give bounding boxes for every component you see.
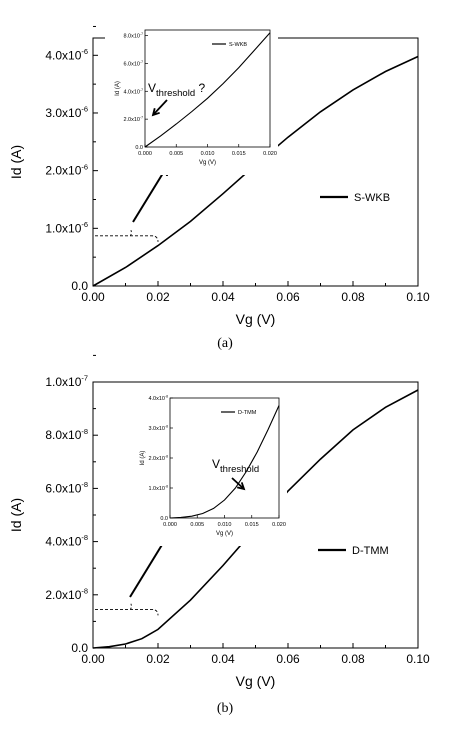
panel-a-inset-series-line	[144, 32, 271, 148]
panel-b-x-tick-label: 0.04	[211, 652, 235, 666]
panel-a-inset-y-tick-label: 8.0x10-7	[123, 32, 143, 39]
panel-b-y-tick-label: 6.0x10-8	[45, 480, 88, 495]
panel-b-inset-x-axis-label: Vg (V)	[216, 531, 233, 537]
panel-a-y-tick-label: 1.0x10-6	[45, 220, 88, 235]
panel-a-inset-legend-label: S-WKB	[229, 42, 247, 48]
panel-b-caption: (b)	[217, 701, 234, 716]
panel-b-inset-series-line	[169, 405, 280, 519]
panel-b-inset-y-tick-label: 1.0x10-8	[148, 485, 168, 492]
panel-b-inset-y-tick-label: 3.0x10-8	[148, 425, 168, 432]
panel-a-inset-y-tick-label: 0.0	[135, 145, 143, 151]
panel-a-bracket	[95, 235, 159, 242]
panel-b-inset-background	[130, 392, 287, 546]
panel-a-inset-x-tick-label: 0.005	[169, 151, 183, 157]
panel-b-inset-x-tick-label: 0.015	[245, 522, 259, 528]
panel-b-y-tick-label: 1.0x10-7	[45, 374, 88, 389]
panel-b-legend-label: D-TMM	[352, 545, 389, 557]
panel-a-inset-y-axis-label: Id (A)	[115, 81, 121, 96]
panel-b-inset-x-tick-label: 0.020	[272, 522, 286, 528]
panel-b-x-tick-label: 0.10	[406, 652, 430, 666]
panel-a-inset-y-tick-label: 4.0x10-7	[123, 88, 143, 95]
panel-a-y-axis-label: Id (A)	[8, 145, 24, 179]
panel-b-inset-y-tick-label: 4.0x10-8	[148, 395, 168, 402]
panel-a-legend-label: S-WKB	[354, 192, 390, 204]
panel-b-inset-x-tick-label: 0.010	[218, 522, 232, 528]
panel-b-inset-vthreshold-arrowhead	[236, 482, 246, 491]
panel-b-y-tick-label: 2.0x10-8	[45, 586, 88, 601]
panel-b-inset-y-tick-label: 0.0	[160, 516, 168, 522]
panel-a-x-tick-label: 0.04	[211, 290, 235, 304]
panel-b-bracket-tip	[129, 602, 132, 610]
panel-a-x-tick-label: 0.08	[341, 290, 365, 304]
panel-a-inset-y-tick-label: 6.0x10-7	[123, 60, 143, 67]
panel-b-x-tick-label: 0.06	[276, 652, 300, 666]
panel-a-x-tick-label: 0.02	[146, 290, 170, 304]
panel-a-caption: (a)	[217, 336, 233, 351]
panel-b-inset-vthreshold-annotation: Vthreshold	[212, 457, 259, 475]
panel-b-y-tick-label: 8.0x10-8	[45, 427, 88, 442]
panel-b-inset-y-axis-label: Id (A)	[140, 451, 146, 466]
panel-a-inset-x-axis-label: Vg (V)	[199, 160, 216, 166]
panel-a-inset-x-tick-label: 0.020	[263, 151, 277, 157]
panel-b-bracket	[95, 608, 159, 616]
panel-b-y-tick-label: 4.0x10-8	[45, 533, 88, 548]
panel-a-inset-background	[105, 24, 278, 175]
panel-b-x-axis-label: Vg (V)	[236, 673, 276, 689]
panel-a-inset-vthreshold-arrow	[152, 99, 168, 116]
panel-b-x-tick-label: 0.00	[81, 652, 105, 666]
panel-a-inset-vthreshold-arrowhead	[151, 107, 160, 117]
panel-b-series-line	[92, 389, 419, 649]
panel-a-y-tick-label: 4.0x10-6	[45, 47, 88, 62]
panel-a-y-tick-label: 2.0x10-6	[45, 162, 88, 177]
panel-a-y-tick-label: 3.0x10-6	[45, 105, 88, 120]
panel-b-y-tick-label: 0.0	[71, 641, 88, 655]
panel-a-x-tick-label: 0.10	[406, 290, 430, 304]
panel-a-bracket-tip	[129, 228, 132, 237]
panel-a-y-tick-label: 0.0	[71, 279, 88, 293]
panel-b-inset-vthreshold-arrow	[231, 477, 245, 490]
panel-a-inset-x-tick-label: 0.015	[232, 151, 246, 157]
panel-b-x-tick-label: 0.02	[146, 652, 170, 666]
panel-a-x-axis-label: Vg (V)	[236, 311, 276, 327]
panel-b-inset-x-tick-label: 0.005	[190, 522, 204, 528]
panel-b-x-tick-label: 0.08	[341, 652, 365, 666]
panel-b-inset-x-tick-label: 0.000	[163, 522, 177, 528]
panel-a-inset-y-tick-label: 2.0x10-7	[123, 116, 143, 123]
panel-b-inset-legend-label: D-TMM	[238, 410, 257, 416]
panel-a-x-tick-label: 0.06	[276, 290, 300, 304]
panel-b-inset-y-tick-label: 2.0x10-8	[148, 455, 168, 462]
panel-a-inset-x-tick-label: 0.010	[201, 151, 215, 157]
panel-a-x-tick-label: 0.00	[81, 290, 105, 304]
panel-a-inset-x-tick-label: 0.000	[138, 151, 152, 157]
panel-a-inset-vthreshold-annotation: Vthreshold ?	[148, 81, 205, 99]
panel-b-y-axis-label: Id (A)	[8, 498, 24, 532]
